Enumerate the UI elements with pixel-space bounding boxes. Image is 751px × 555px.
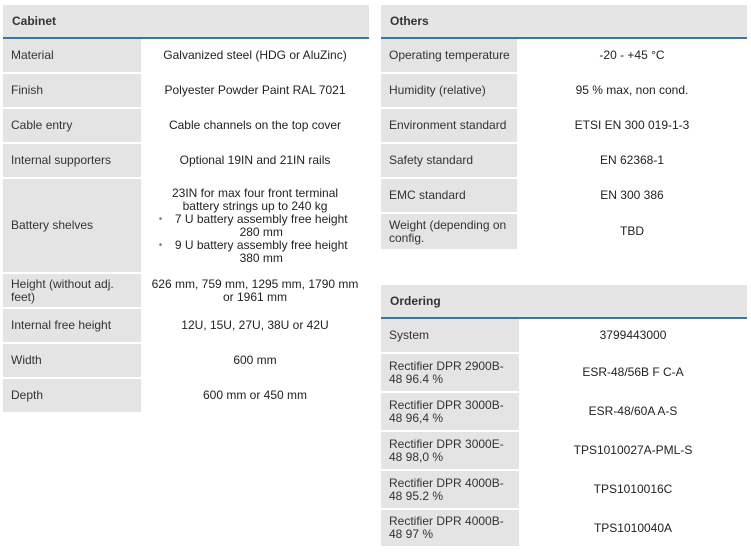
row-value: Polyester Powder Paint RAL 7021 — [141, 74, 369, 107]
table-row: Rectifier DPR 2900B-48 96.4 % ESR-48/56B… — [381, 354, 747, 393]
row-label: System — [381, 319, 519, 352]
table-row: Cable entry Cable channels on the top co… — [3, 109, 369, 144]
row-label: Rectifier DPR 3000B-48 96,4 % — [381, 393, 519, 430]
row-label: Safety standard — [381, 144, 517, 177]
ordering-table: Ordering System 3799443000 Rectifier DPR… — [381, 285, 747, 548]
row-label: Weight (depending on config. — [381, 214, 517, 249]
table-row: Rectifier DPR 3000E-48 98,0 % TPS1010027… — [381, 432, 747, 471]
table-row: Environment standard ETSI EN 300 019-1-3 — [381, 109, 747, 144]
row-label: Internal supporters — [3, 144, 141, 177]
row-label: Rectifier DPR 2900B-48 96.4 % — [381, 354, 519, 391]
bullet-icon: • — [158, 213, 163, 225]
row-label: EMC standard — [381, 179, 517, 212]
row-value: -20 - +45 °C — [517, 39, 747, 72]
table-row: Depth 600 mm or 450 mm — [3, 379, 369, 414]
table-row: Humidity (relative) 95 % max, non cond. — [381, 74, 747, 109]
row-value: 12U, 15U, 27U, 38U or 42U — [141, 309, 369, 342]
row-label: Rectifier DPR 4000B-48 97 % — [381, 510, 519, 546]
others-table: Others Operating temperature -20 - +45 °… — [381, 5, 747, 251]
table-row: Internal free height 12U, 15U, 27U, 38U … — [3, 309, 369, 344]
row-label: Humidity (relative) — [381, 74, 517, 107]
table-row: Weight (depending on config. TBD — [381, 214, 747, 251]
table-row: Rectifier DPR 4000B-48 97 % TPS1010040A — [381, 510, 747, 548]
table-row: Material Galvanized steel (HDG or AluZin… — [3, 39, 369, 74]
row-value: TPS1010040A — [519, 510, 747, 546]
row-value: 3799443000 — [519, 319, 747, 352]
table-row: Height (without adj. feet) 626 mm, 759 m… — [3, 274, 369, 309]
bullet-text: 9 U battery assembly free height 380 mm — [174, 237, 348, 265]
bullet-text: 7 U battery assembly free height 280 mm — [174, 211, 348, 239]
cabinet-table: Cabinet Material Galvanized steel (HDG o… — [3, 5, 369, 414]
row-value: 95 % max, non cond. — [517, 74, 747, 107]
ordering-header: Ordering — [381, 285, 747, 319]
row-label: Rectifier DPR 4000B-48 95.2 % — [381, 471, 519, 508]
row-label: Width — [3, 344, 141, 377]
table-row: Safety standard EN 62368-1 — [381, 144, 747, 179]
table-row: System 3799443000 — [381, 319, 747, 354]
table-row: Internal supporters Optional 19IN and 21… — [3, 144, 369, 179]
row-value: ESR-48/56B F C-A — [519, 354, 747, 391]
row-label: Finish — [3, 74, 141, 107]
cabinet-header: Cabinet — [3, 5, 369, 39]
row-label: Environment standard — [381, 109, 517, 142]
row-value: 23IN for max four front terminal battery… — [141, 179, 369, 272]
table-row: Rectifier DPR 3000B-48 96,4 % ESR-48/60A… — [381, 393, 747, 432]
row-value: Optional 19IN and 21IN rails — [141, 144, 369, 177]
row-value: ETSI EN 300 019-1-3 — [517, 109, 747, 142]
row-label: Operating temperature — [381, 39, 517, 72]
table-row: Rectifier DPR 4000B-48 95.2 % TPS1010016… — [381, 471, 747, 510]
row-value: Galvanized steel (HDG or AluZinc) — [141, 39, 369, 72]
row-value: Cable channels on the top cover — [141, 109, 369, 142]
row-label: Height (without adj. feet) — [3, 274, 141, 307]
row-value: EN 62368-1 — [517, 144, 747, 177]
row-label: Rectifier DPR 3000E-48 98,0 % — [381, 432, 519, 469]
row-value: 600 mm or 450 mm — [141, 379, 369, 412]
list-item: • 9 U battery assembly free height 380 m… — [158, 237, 352, 265]
row-value: TBD — [517, 214, 747, 249]
others-header: Others — [381, 5, 747, 39]
row-value: TPS1010016C — [519, 471, 747, 508]
table-row: EMC standard EN 300 386 — [381, 179, 747, 214]
row-label: Depth — [3, 379, 141, 412]
row-label: Cable entry — [3, 109, 141, 142]
table-row: Operating temperature -20 - +45 °C — [381, 39, 747, 74]
row-label: Battery shelves — [3, 179, 141, 272]
row-label: Material — [3, 39, 141, 72]
row-value: 600 mm — [141, 344, 369, 377]
row-value: TPS1010027A-PML-S — [519, 432, 747, 469]
row-value: EN 300 386 — [517, 179, 747, 212]
row-value: 626 mm, 759 mm, 1295 mm, 1790 mm or 1961… — [141, 274, 369, 307]
list-item: • 7 U battery assembly free height 280 m… — [158, 211, 352, 239]
table-row: Width 600 mm — [3, 344, 369, 379]
row-value: ESR-48/60A A-S — [519, 393, 747, 430]
row-label: Internal free height — [3, 309, 141, 342]
table-row: Finish Polyester Powder Paint RAL 7021 — [3, 74, 369, 109]
table-row: Battery shelves 23IN for max four front … — [3, 179, 369, 274]
battery-shelves-text: 23IN for max four front terminal battery… — [171, 185, 339, 213]
bullet-icon: • — [158, 239, 163, 251]
